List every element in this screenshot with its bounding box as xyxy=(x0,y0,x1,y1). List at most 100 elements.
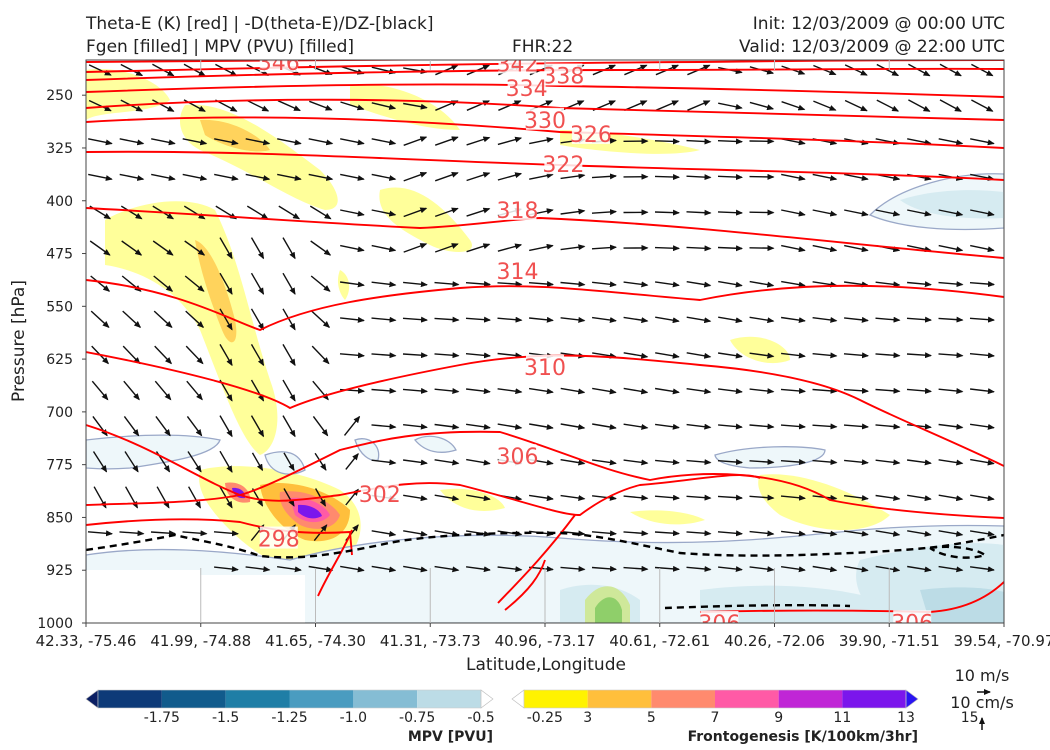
theta-e-contour xyxy=(86,116,1004,149)
wind-vector xyxy=(907,530,932,537)
wind-vector xyxy=(560,208,586,215)
wind-vector xyxy=(749,459,775,465)
theta-e-contour xyxy=(86,279,1004,332)
wind-vector xyxy=(219,450,233,473)
x-tick-label: 41.65, -74.30 xyxy=(265,632,366,650)
wind-vector xyxy=(371,173,397,181)
wind-vector xyxy=(686,174,712,181)
wind-vector xyxy=(907,209,932,217)
wind-vector xyxy=(466,100,491,111)
wind-vector xyxy=(906,316,932,323)
theta-e-label-bg xyxy=(498,444,537,467)
wind-vector xyxy=(875,530,901,537)
wind-vector xyxy=(655,459,680,466)
theta-e-label-bg xyxy=(498,197,537,220)
wind-vector xyxy=(434,459,460,466)
wind-vector xyxy=(434,388,460,394)
wind-vector xyxy=(718,423,743,430)
frontogenesis-colorbar: 3 5 7 9 11 13 15 xyxy=(511,689,979,726)
wind-vector xyxy=(156,486,170,509)
wind-vector xyxy=(282,415,296,438)
wind-vector xyxy=(938,281,964,288)
wind-vector xyxy=(938,494,964,502)
wind-vector xyxy=(185,310,205,328)
wind-vector xyxy=(592,352,617,359)
wind-vector xyxy=(528,387,554,395)
wind-vector xyxy=(219,415,233,438)
colorbar-segment xyxy=(778,690,843,708)
theta-e-label: 334 xyxy=(506,77,548,102)
wind-vector xyxy=(466,494,491,502)
y-tick-label: 700 xyxy=(46,405,73,421)
forecast-hour: FHR:22 xyxy=(512,37,574,57)
theta-e-label-bg xyxy=(700,611,739,623)
wind-vector xyxy=(465,530,491,537)
wind-vector xyxy=(121,240,143,256)
wind-vector xyxy=(812,387,838,394)
wind-vector xyxy=(308,565,334,573)
wind-vector xyxy=(591,209,617,215)
theta-e-contour xyxy=(86,207,1004,259)
wind-vector xyxy=(371,138,397,146)
y-tick-label: 550 xyxy=(46,299,73,315)
wind-vector xyxy=(340,138,365,146)
wind-vector xyxy=(781,530,806,537)
x-tick-label: 39.54, -70.97 xyxy=(954,632,1050,650)
wind-vector xyxy=(340,565,365,573)
theta-e-label: 306 xyxy=(891,611,933,636)
wind-vector xyxy=(717,494,743,501)
wind-vector xyxy=(939,63,962,77)
valid-time: Valid: 12/03/2009 @ 22:00 UTC xyxy=(739,37,1005,57)
wind-vector xyxy=(718,316,743,324)
theta-e-contour xyxy=(86,67,1004,81)
theta-e-label: 346 xyxy=(258,51,300,76)
colorbar-segment xyxy=(289,690,354,708)
wind-vector xyxy=(876,63,900,77)
wind-vector xyxy=(623,530,649,537)
colorbar-segment xyxy=(524,690,588,708)
wind-vector xyxy=(592,494,617,501)
wind-vector xyxy=(183,205,206,220)
wind-vector xyxy=(529,137,554,145)
wind-vector xyxy=(812,352,838,359)
wind-vector xyxy=(749,566,775,573)
x-tick-label: 42.33, -75.46 xyxy=(36,632,137,650)
wind-vector xyxy=(969,281,995,288)
wind-vector xyxy=(465,352,491,359)
wind-legend-horizontal: 10 m/s xyxy=(955,666,1010,685)
wind-vector xyxy=(780,494,806,501)
wind-vector xyxy=(277,566,302,573)
wind-vector xyxy=(970,244,995,253)
wind-vector xyxy=(907,565,932,573)
wind-vector xyxy=(906,387,932,394)
wind-vector xyxy=(623,565,649,572)
colorbar-tick-label: -1.75 xyxy=(144,710,180,726)
wind-vector xyxy=(623,352,649,359)
wind-vector xyxy=(497,352,523,359)
wind-vector xyxy=(844,316,869,323)
wind-vector xyxy=(843,352,869,359)
wind-vector xyxy=(812,209,838,217)
wind-vector xyxy=(875,209,901,217)
wind-vector xyxy=(152,99,175,112)
colorbar-segment xyxy=(353,690,418,708)
theta-e-label-bg xyxy=(259,526,298,549)
wind-vector xyxy=(402,352,428,359)
wind-vector xyxy=(219,344,233,367)
wind-vector xyxy=(781,280,806,288)
wind-vector xyxy=(686,316,712,324)
mpv-colorbar: -1.75 -1.5 -1.25 -1.0 -0.75 -0.5 -0.25 xyxy=(85,689,563,726)
theta-e-contour xyxy=(86,518,353,556)
y-tick-label: 625 xyxy=(46,352,73,368)
wind-vector xyxy=(749,388,775,395)
wind-vector xyxy=(277,173,302,181)
wind-vector xyxy=(152,240,174,256)
fgen-region xyxy=(200,119,270,152)
mpv-region xyxy=(86,570,200,623)
mpv-region xyxy=(264,451,306,475)
wind-vector xyxy=(938,388,964,394)
wind-vector xyxy=(560,173,586,180)
wind-vector xyxy=(970,388,995,395)
wind-vector xyxy=(434,207,459,218)
wind-vector xyxy=(717,352,743,359)
